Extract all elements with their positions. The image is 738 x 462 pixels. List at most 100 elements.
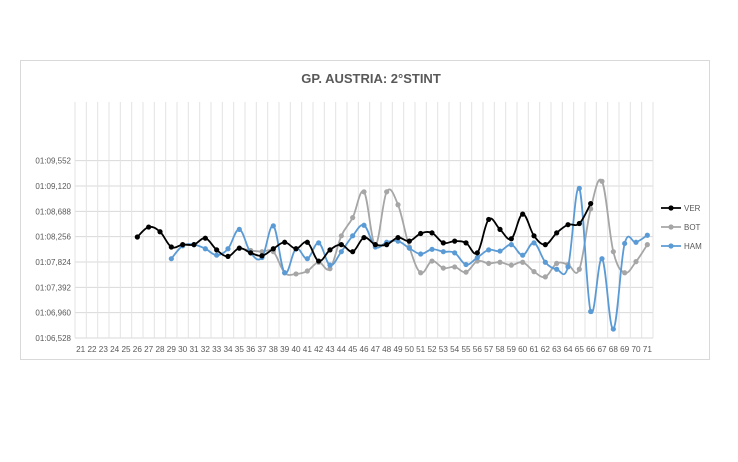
data-point-ham (350, 233, 356, 239)
x-tick-label: 25 (121, 345, 131, 354)
data-point-ver (497, 226, 503, 232)
data-point-bot (497, 259, 503, 265)
x-axis-tick-labels: 21 22 23 24 25 26 27 28 29 30 31 32 33 34 35 36 37 38 39 40… (76, 345, 652, 354)
x-tick-label: 54 (450, 345, 460, 354)
x-tick-label: 45 (348, 345, 358, 354)
data-point-bot (531, 269, 537, 275)
x-tick-label: 68 (609, 345, 619, 354)
x-tick-label: 32 (201, 345, 211, 354)
x-tick-label: 40 (291, 345, 301, 354)
data-point-ver (259, 253, 265, 259)
x-tick-label: 62 (541, 345, 551, 354)
data-point-ver (327, 247, 333, 253)
data-point-ham (282, 270, 288, 276)
data-point-ver (440, 240, 446, 246)
x-tick-label: 26 (133, 345, 143, 354)
data-point-ham (327, 262, 333, 268)
data-point-ham (633, 239, 639, 245)
x-tick-label: 41 (303, 345, 313, 354)
data-point-ham (644, 232, 650, 238)
x-tick-label: 56 (473, 345, 483, 354)
data-point-ham (214, 252, 220, 258)
x-tick-label: 70 (631, 345, 641, 354)
data-point-ver (588, 200, 594, 207)
x-tick-label: 67 (597, 345, 607, 354)
data-point-bot (463, 269, 469, 275)
data-point-ham (406, 245, 412, 251)
data-point-bot (554, 260, 560, 266)
x-tick-label: 27 (144, 345, 154, 354)
x-tick-label: 30 (178, 345, 188, 354)
legend-swatch-marker (668, 224, 674, 230)
legend-item-ham: HAM (661, 242, 702, 251)
x-tick-label: 59 (507, 345, 517, 354)
x-tick-label: 69 (620, 345, 630, 354)
data-point-ham (622, 240, 628, 247)
data-point-bot (486, 260, 492, 266)
x-tick-label: 39 (280, 345, 290, 354)
data-point-ver (168, 244, 174, 250)
data-point-ham (270, 223, 276, 229)
data-point-ham (474, 254, 480, 261)
data-point-ham (236, 226, 242, 232)
x-tick-label: 49 (393, 345, 403, 354)
data-point-ham (576, 185, 582, 191)
x-tick-label: 21 (76, 345, 86, 354)
data-point-ver (486, 216, 492, 223)
data-point-bot (440, 265, 446, 271)
data-point-bot (350, 215, 356, 221)
data-point-bot (418, 270, 424, 276)
data-point-bot (610, 249, 616, 255)
data-point-ham (486, 247, 492, 253)
data-point-bot (293, 271, 299, 277)
data-point-ver (531, 233, 537, 239)
series-bot (236, 178, 650, 280)
y-tick-label: 01:06,960 (35, 309, 71, 318)
x-tick-label: 38 (269, 345, 279, 354)
x-tick-label: 35 (235, 345, 245, 354)
data-point-ver (293, 246, 299, 252)
x-tick-label: 34 (223, 345, 233, 354)
data-point-ver (508, 236, 514, 242)
series-ham (168, 185, 650, 332)
data-point-ver (134, 234, 140, 240)
data-point-ver (452, 238, 458, 244)
x-tick-label: 44 (337, 345, 347, 354)
data-point-ham (565, 264, 571, 270)
data-point-ver (236, 245, 242, 251)
x-tick-label: 71 (643, 345, 653, 354)
legend-swatch-marker (668, 205, 674, 211)
x-tick-label: 66 (586, 345, 596, 354)
data-point-bot (338, 233, 344, 239)
legend-item-ver: VER (661, 204, 701, 213)
data-point-bot (542, 274, 548, 280)
x-tick-label: 51 (416, 345, 426, 354)
data-point-ver (248, 250, 254, 256)
data-point-bot (633, 259, 639, 265)
y-tick-label: 01:08,688 (35, 207, 71, 216)
x-tick-label: 42 (314, 345, 324, 354)
data-point-bot (576, 266, 582, 272)
x-tick-label: 57 (484, 345, 494, 354)
data-point-bot (429, 258, 435, 264)
data-point-ver (202, 235, 208, 241)
data-point-ver (463, 240, 469, 246)
data-point-ham (168, 256, 174, 262)
x-tick-label: 65 (575, 345, 585, 354)
y-tick-label: 01:09,552 (35, 157, 71, 166)
x-tick-label: 23 (99, 345, 109, 354)
y-axis-tick-labels: 01:06,528 01:06,960 01:07,392 01:07,824 01:0… (35, 157, 71, 343)
data-point-bot (644, 242, 650, 248)
y-tick-label: 01:09,120 (35, 182, 71, 191)
x-tick-label: 60 (518, 345, 528, 354)
x-tick-label: 37 (257, 345, 267, 354)
x-tick-label: 29 (167, 345, 177, 354)
x-tick-label: 64 (563, 345, 573, 354)
line-chart: GP. AUSTRIA: 2°STINT 01:06,52801:06,9600… (35, 71, 702, 354)
data-point-bot (622, 270, 628, 276)
data-point-ham (542, 259, 548, 265)
data-point-ver (225, 253, 231, 259)
data-point-ver (361, 234, 367, 241)
data-point-ver (282, 239, 288, 245)
data-point-ham (508, 242, 514, 248)
